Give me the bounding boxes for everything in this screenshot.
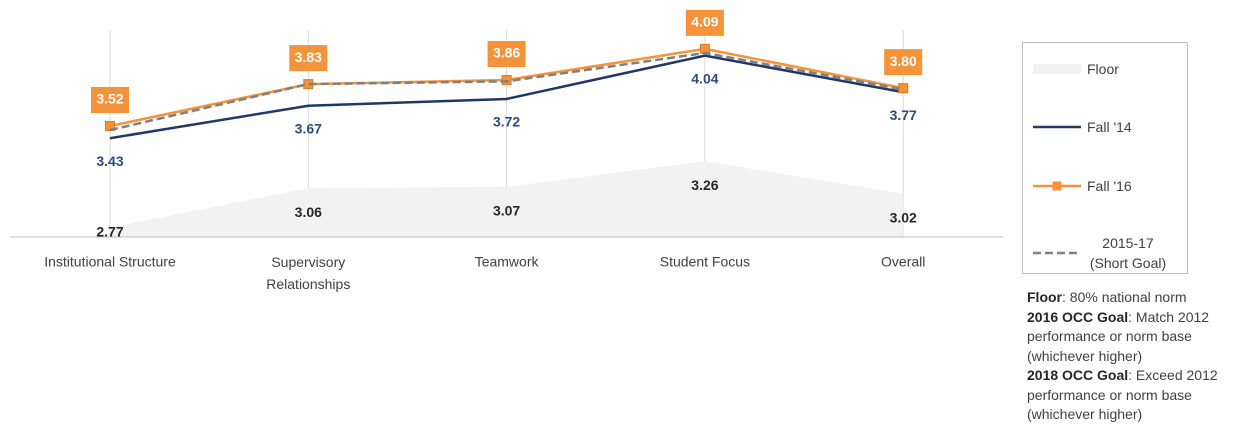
label-box (685, 9, 724, 36)
legend-item: Fall '16 (1031, 176, 1179, 196)
floor-label: 2.77 (96, 224, 123, 240)
label-box (487, 41, 526, 68)
legend-swatch (1033, 64, 1081, 74)
marker (898, 83, 909, 94)
fall16-label: 3.80 (890, 53, 917, 69)
floor-label: 3.02 (890, 209, 917, 225)
x-tick-label: Teamwork (475, 254, 540, 270)
marker (501, 75, 512, 86)
x-tick-label: Institutional Structure (44, 254, 176, 270)
fall16-label: 3.52 (96, 91, 123, 107)
note-term: 2016 OCC Goal (1027, 308, 1129, 325)
fall14-label: 3.77 (890, 107, 917, 123)
floor-label: 3.06 (295, 204, 322, 220)
x-tick-label: Student Focus (660, 254, 750, 270)
note: 2018 OCC Goal: Exceed 2012 performance o… (1027, 366, 1239, 425)
legend-item: Fall '14 (1031, 117, 1179, 137)
legend: Floor Fall '14 Fall '16 2015-17 (Short Goal… (1022, 42, 1188, 274)
notes: Floor: 80% national norm 2016 OCC Goal: M… (1027, 288, 1239, 425)
swatch (1033, 64, 1081, 74)
note-text: : 80% national norm (1062, 289, 1187, 305)
legend-swatch (1033, 181, 1081, 191)
series-line (109, 54, 904, 140)
floor-area (110, 161, 904, 237)
fall16-label: 3.86 (493, 45, 520, 61)
legend-swatch (1033, 125, 1081, 129)
fall14-label: 4.04 (691, 70, 718, 86)
note-text: : Match 2012 performance or norm base (w… (1027, 308, 1210, 364)
goal-line (109, 51, 904, 132)
fall14-label: 3.67 (295, 120, 322, 136)
legend-label: Fall '16 (1087, 178, 1132, 194)
legend-label: Fall '14 (1087, 119, 1132, 135)
fall14-label: 3.72 (493, 114, 520, 130)
legend-swatch (1033, 251, 1081, 255)
floor-label: 3.07 (493, 203, 520, 219)
note: Floor: 80% national norm (1027, 288, 1239, 308)
note-term: 2018 OCC Goal (1027, 367, 1129, 383)
swatch-marker (1052, 181, 1062, 191)
note-text: : Exceed 2012 performance or norm base (… (1027, 367, 1218, 422)
label-box (91, 87, 129, 114)
note-term: Floor (1027, 289, 1062, 305)
legend-item: Floor (1031, 59, 1179, 79)
label-box (884, 49, 923, 76)
x-tick-label: Overall (881, 254, 925, 270)
note: 2016 OCC Goal: Match 2012 performance or… (1027, 308, 1239, 367)
legend-label: Floor (1087, 61, 1119, 77)
marker (105, 121, 115, 132)
chart: 2.77 3.06 3.07 3.26 3.02 3.43 3.67 3.72 4.04 3.77… (10, 9, 1003, 292)
x-tick-label: Supervisory Relationships (266, 254, 350, 292)
legend-label: 2015-17 (Short Goal) (1089, 235, 1167, 271)
fall16-label: 4.09 (691, 14, 718, 30)
fall16-label: 3.83 (295, 49, 322, 65)
label-box (289, 45, 328, 72)
floor-label: 3.26 (691, 177, 718, 193)
fall14-label: 3.43 (96, 153, 123, 169)
legend-item: 2015-17 (Short Goal) (1031, 233, 1169, 273)
